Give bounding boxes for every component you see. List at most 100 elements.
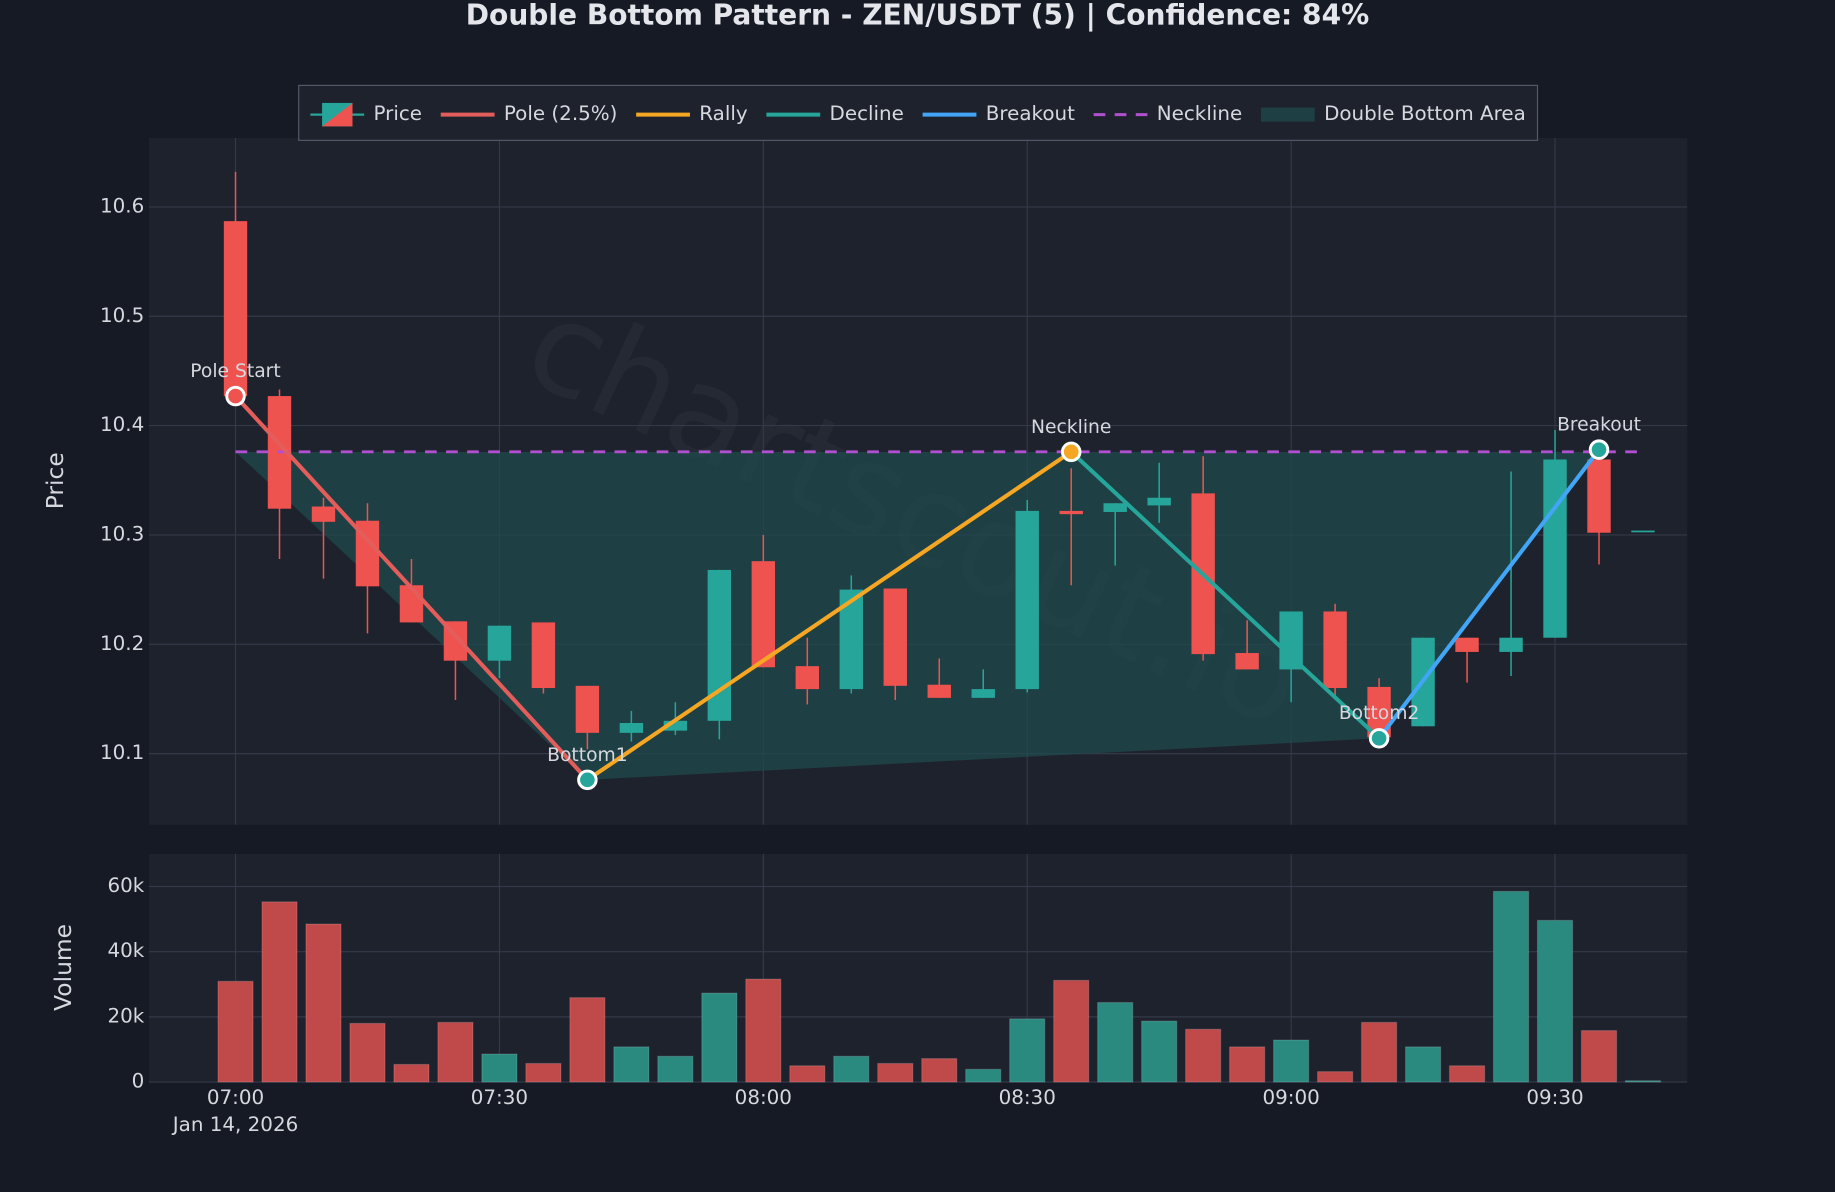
candle-body (707, 569, 732, 721)
volume-bar (1185, 1028, 1222, 1083)
legend-icon (1260, 107, 1315, 122)
candle-body (531, 622, 556, 689)
pattern-point (225, 385, 246, 407)
x-tick-label: 09:00 (1262, 1086, 1319, 1109)
pattern-point (1588, 439, 1610, 460)
candle-body (223, 221, 248, 397)
candle-body (1015, 510, 1039, 690)
candle-body (1103, 503, 1127, 512)
volume-bar (525, 1062, 562, 1083)
legend-label: Decline (830, 102, 904, 125)
volume-bar (393, 1063, 430, 1083)
volume-bar (1492, 890, 1530, 1083)
pattern-line (1069, 450, 1381, 740)
candle-body (619, 723, 644, 733)
candle-body (575, 685, 600, 733)
volume-bar (789, 1065, 826, 1083)
volume-bar (745, 978, 782, 1083)
volume-bar (833, 1055, 870, 1083)
volume-bar (569, 997, 606, 1083)
y-tick-label: 20k (107, 1004, 144, 1027)
candle-body (1455, 637, 1479, 652)
y-tick-label: 10.3 (100, 522, 144, 545)
y-axis-label: Volume (49, 924, 77, 1011)
point-label: Pole Start (190, 361, 280, 382)
y-tick-label: 40k (107, 939, 144, 962)
volume-bar (349, 1022, 386, 1083)
pattern-point (577, 769, 598, 791)
volume-bar (261, 901, 298, 1083)
y-tick-label: 60k (107, 874, 144, 897)
candle-body (1323, 611, 1347, 689)
candle-body (1499, 637, 1523, 652)
candle-body (883, 588, 907, 686)
x-tick-label: 07:00 (207, 1086, 264, 1109)
candle-body (311, 506, 336, 522)
candle-body (1279, 611, 1303, 670)
legend-label: Neckline (1157, 102, 1242, 125)
candle-body (1367, 686, 1391, 738)
pattern-point (1368, 728, 1390, 749)
y-tick-label: 10.5 (100, 304, 144, 327)
volume-panel (148, 853, 1688, 1083)
legend-icon (322, 102, 353, 127)
volume-bar (701, 992, 738, 1083)
volume-bar (305, 923, 342, 1083)
volume-bar (877, 1062, 914, 1083)
x-tick-label: 09:30 (1526, 1086, 1583, 1109)
legend-box (298, 84, 1539, 141)
volume-bar (481, 1053, 518, 1083)
candle-body (751, 561, 776, 668)
y-tick-label: 0 (132, 1070, 145, 1093)
volume-bar (1624, 1080, 1662, 1083)
point-label: Breakout (1557, 415, 1641, 436)
x-tick-label: 08:30 (999, 1086, 1056, 1109)
candle-body (1587, 459, 1611, 533)
volume-bar (1141, 1020, 1178, 1083)
candle-body (355, 520, 380, 587)
volume-bar (1316, 1071, 1354, 1083)
volume-bar (1229, 1046, 1266, 1083)
legend-label: Breakout (986, 102, 1075, 125)
chart-title: Double Bottom Pattern - ZEN/USDT (5) | C… (466, 0, 1369, 31)
candle-body (1543, 459, 1567, 638)
volume-bar (1536, 919, 1574, 1083)
volume-bar (1053, 979, 1090, 1083)
volume-bar (1272, 1039, 1310, 1083)
y-axis-label: Price (41, 452, 69, 509)
y-tick-label: 10.4 (100, 413, 144, 436)
candle-body (971, 689, 995, 698)
pattern-line (234, 394, 589, 782)
candle-body (839, 589, 863, 690)
legend-label: Double Bottom Area (1324, 102, 1526, 125)
point-label: Bottom2 (1339, 703, 1420, 724)
volume-bar (657, 1055, 694, 1083)
candle-body (1147, 497, 1171, 506)
legend-label: Price (374, 102, 422, 125)
volume-bar (613, 1046, 650, 1083)
volume-bar (217, 980, 254, 1083)
volume-bar (965, 1068, 1002, 1083)
legend-label: Pole (2.5%) (504, 102, 618, 125)
volume-bar (1448, 1065, 1486, 1083)
volume-bar (1009, 1018, 1046, 1083)
volume-bar (921, 1057, 958, 1083)
volume-bar (1360, 1021, 1398, 1083)
volume-bar (1404, 1046, 1442, 1083)
volume-bar (1097, 1001, 1134, 1083)
point-label: Bottom1 (547, 745, 628, 766)
candle-body (1235, 653, 1259, 670)
candle-body (663, 720, 688, 731)
point-label: Neckline (1031, 417, 1111, 438)
pattern-point (1060, 441, 1082, 463)
legend-label: Rally (699, 102, 748, 125)
x-date-label: Jan 14, 2026 (171, 1113, 298, 1136)
candle-body (795, 666, 820, 690)
x-tick-label: 07:30 (471, 1086, 528, 1109)
x-tick-label: 08:00 (735, 1086, 792, 1109)
candle-body (487, 625, 512, 661)
candle-body (1631, 530, 1655, 533)
pattern-line (586, 450, 1073, 782)
